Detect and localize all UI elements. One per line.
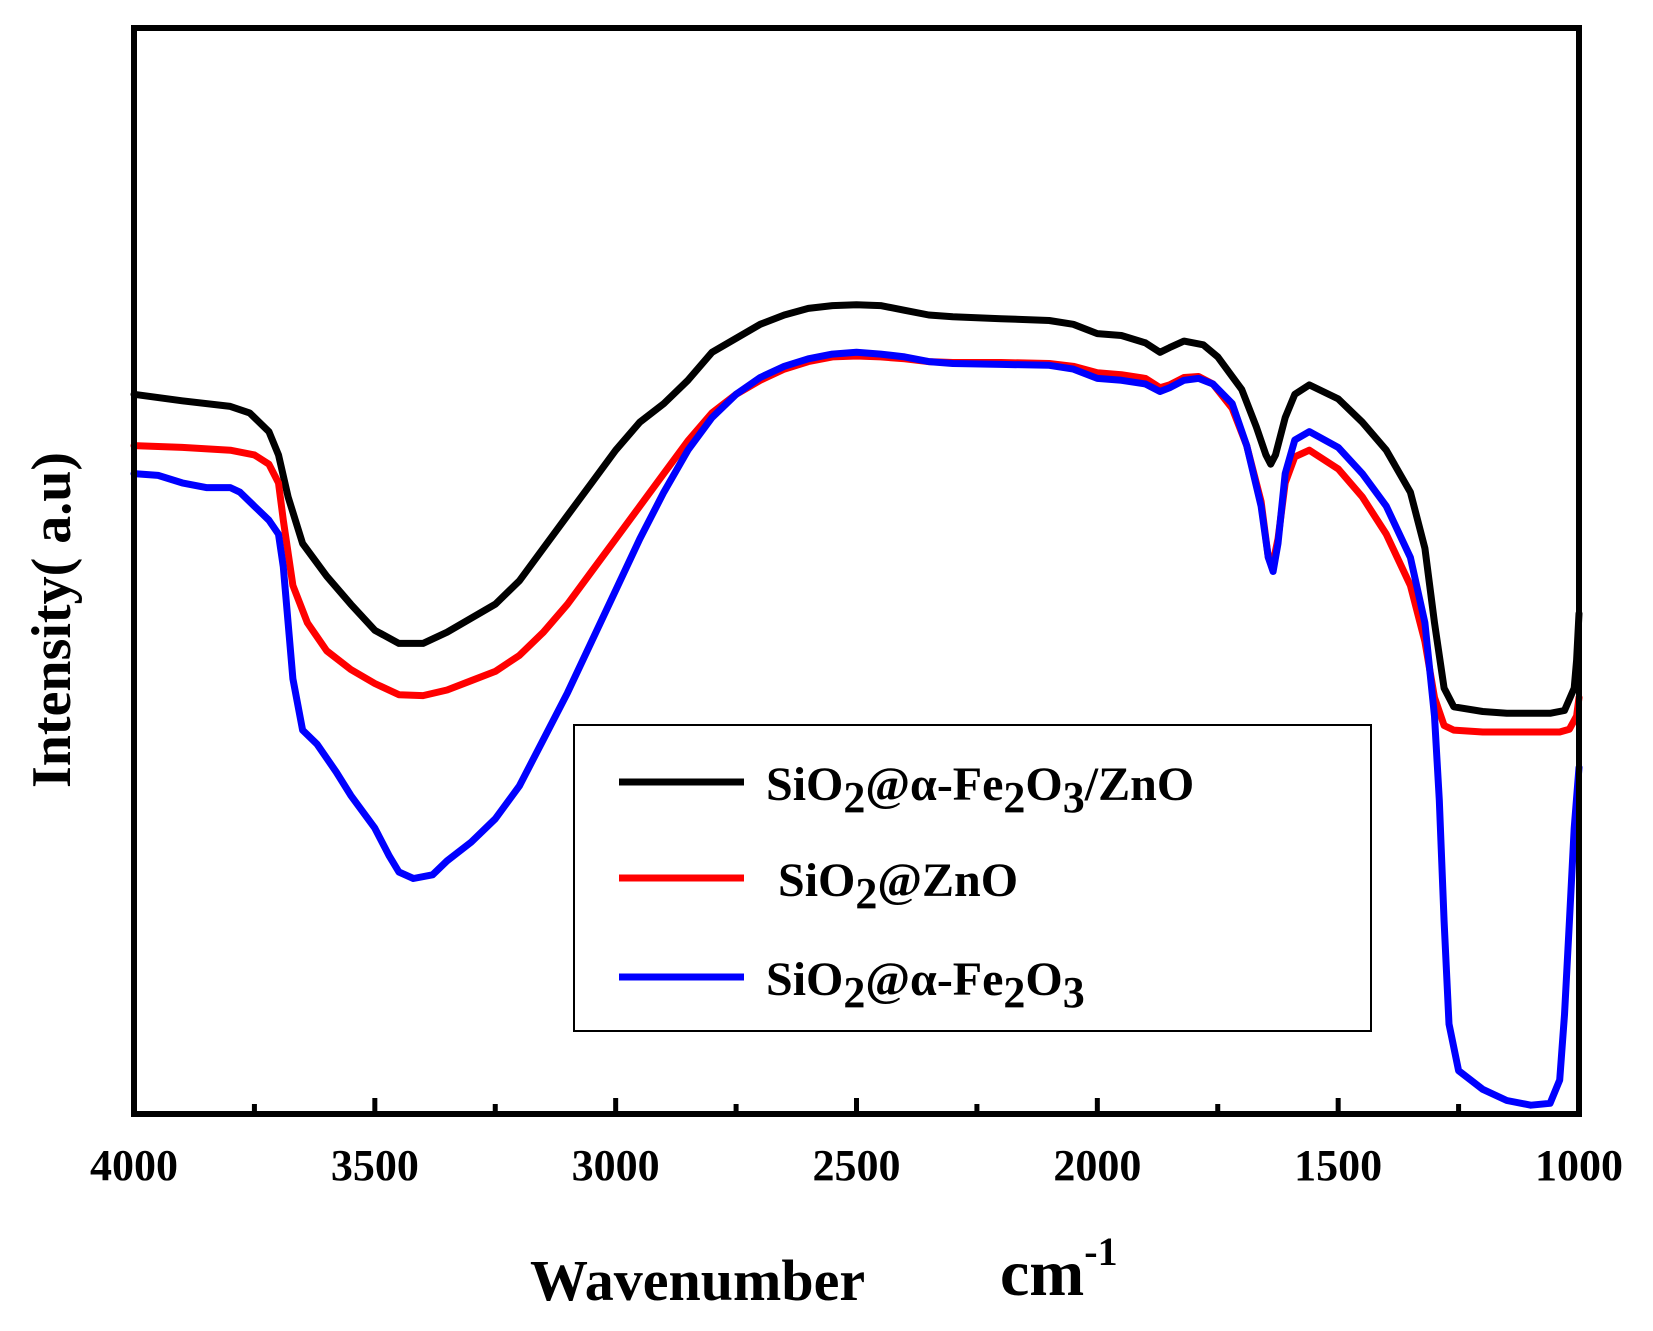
legend-label-1: SiO2​@ZnO [766, 854, 1018, 918]
x-tick-label: 2000 [1053, 1141, 1141, 1190]
legend-label-part: /ZnO [1084, 758, 1194, 811]
x-axis-unit: cm-1 [1000, 1229, 1118, 1310]
legend-label-part: O [1025, 953, 1062, 1006]
legend-label-part: 2 [843, 968, 865, 1017]
x-axis-unit-exp: -1 [1084, 1229, 1117, 1274]
legend-label-part: SiO [766, 854, 855, 907]
legend-label-part: @ZnO [877, 854, 1018, 907]
legend-label-part: O [1025, 758, 1062, 811]
legend-label-part: 2 [1003, 968, 1025, 1017]
legend-label-part: @α-Fe [865, 758, 1003, 811]
series-line-2 [130, 348, 1583, 1109]
legend-label-part: 2 [1003, 773, 1025, 822]
series-line-0 [130, 301, 1583, 717]
x-tick-label: 1500 [1294, 1141, 1382, 1190]
plot-frame [131, 25, 1582, 1117]
legend-label-part: 2 [843, 773, 865, 822]
legend-label-part: SiO [766, 953, 843, 1006]
x-tick-label: 3500 [331, 1141, 419, 1190]
legend-label-2: SiO2​@α-Fe2​O3​ [766, 953, 1085, 1017]
legend-label-0: SiO2​@α-Fe2​O3​/ZnO [766, 758, 1194, 822]
legend-label-part: @α-Fe [865, 953, 1003, 1006]
legend-label-part: SiO [766, 758, 843, 811]
legend-label-part: 2 [855, 869, 877, 918]
x-axis-title: Wavenumber [530, 1248, 865, 1313]
legend: SiO2​@α-Fe2​O3​/ZnO SiO2​@ZnOSiO2​@α-Fe2… [573, 724, 1372, 1032]
x-tick-label: 4000 [90, 1141, 178, 1190]
y-axis-title: Intensity( a.u) [21, 452, 83, 788]
tick-layer: 4000 3500 3000 2500 2000 1500 1000 [90, 1098, 1623, 1190]
legend-label-part: 3 [1063, 773, 1085, 822]
x-tick-label: 3000 [572, 1141, 660, 1190]
series-layer [130, 301, 1583, 1109]
x-axis-title-label: Wavenumber [530, 1248, 865, 1313]
x-tick-label: 1000 [1535, 1141, 1623, 1190]
x-tick-label: 2500 [813, 1141, 901, 1190]
x-axis-unit-base: cm [1000, 1237, 1084, 1310]
legend-label-part: 3 [1063, 968, 1085, 1017]
